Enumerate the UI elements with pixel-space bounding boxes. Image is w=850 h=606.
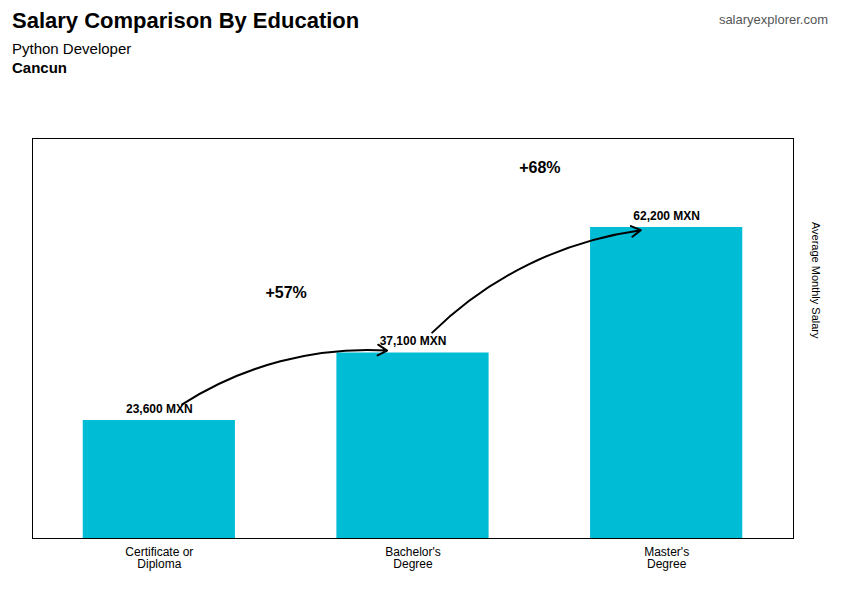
- svg-text:Average Monthly Salary: Average Monthly Salary: [810, 222, 822, 339]
- html-text:Python Developer: Python Developer: [12, 40, 132, 57]
- html-text:salaryexplorer.com: salaryexplorer.com: [718, 12, 828, 27]
- svg-text:23,600 MXN: 23,600 MXN: [126, 401, 193, 416]
- svg-text:37,100 MXN: 37,100 MXN: [380, 334, 447, 348]
- svg-text:+57%: +57%: [265, 284, 306, 301]
- svg-text:Master'sDegree: Master'sDegree: [644, 545, 689, 571]
- svg-text:Certificate orDiploma: Certificate orDiploma: [125, 545, 193, 571]
- html-text:Salary Comparison By Education: Salary Comparison By Education: [12, 8, 360, 33]
- svg-text:+68%: +68%: [519, 159, 560, 176]
- html-text:Cancun: Cancun: [12, 59, 67, 76]
- svg-text:Bachelor'sDegree: Bachelor'sDegree: [385, 545, 441, 571]
- svg-text:62,200 MXN: 62,200 MXN: [633, 209, 700, 223]
